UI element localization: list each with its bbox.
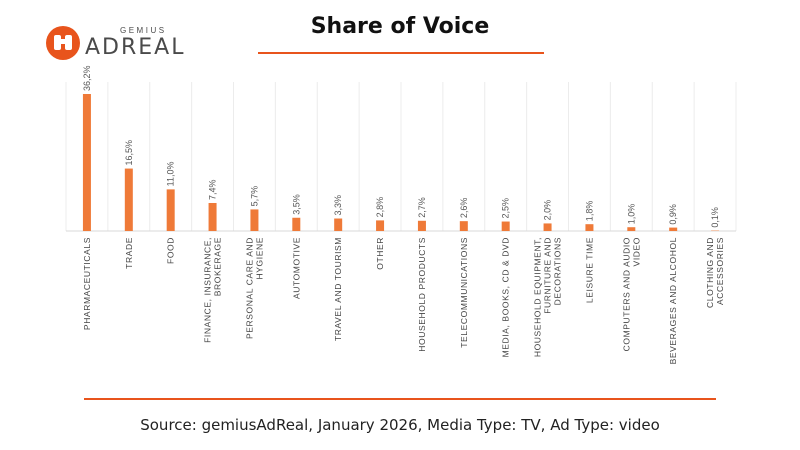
bar-13	[585, 224, 594, 231]
bar-8	[376, 220, 385, 231]
bar-4	[208, 202, 217, 231]
value-label: 0,1%	[710, 207, 720, 228]
bar-1	[82, 94, 91, 231]
category-label: COMPUTERS AND AUDIOVIDEO	[621, 237, 641, 351]
logo-main-text: ADREAL	[85, 35, 186, 60]
value-label: 7,4%	[208, 179, 218, 200]
category-label: PHARMACEUTICALS	[82, 237, 92, 330]
value-label: 0,9%	[668, 204, 678, 225]
value-label: 11,0%	[166, 162, 176, 187]
bar-7	[334, 218, 343, 231]
category-label: FOOD	[166, 237, 176, 264]
bar-10	[459, 221, 468, 231]
value-label: 2,6%	[459, 198, 469, 219]
gemius-adreal-logo: GEMIUS ADREAL	[46, 26, 186, 62]
bar-11	[501, 221, 510, 231]
bar-6	[292, 217, 301, 231]
bar-14	[627, 227, 636, 231]
category-label: HOUSEHOLD EQUIPMENT,FURNITURE ANDDECORAT…	[533, 237, 563, 357]
category-label: AUTOMOTIVE	[291, 237, 301, 299]
page-title: Share of Voice	[310, 14, 490, 39]
bar-12	[543, 223, 552, 231]
value-label: 2,5%	[501, 198, 511, 219]
value-label: 1,0%	[626, 204, 636, 225]
value-label: 2,0%	[543, 200, 553, 221]
source-note: Source: gemiusAdReal, January 2026, Medi…	[140, 416, 660, 434]
category-label: HOUSEHOLD PRODUCTS	[417, 237, 427, 352]
value-label: 2,8%	[375, 197, 385, 218]
value-label: 16,5%	[124, 140, 134, 166]
bar-5	[250, 209, 259, 231]
value-label: 2,7%	[417, 197, 427, 218]
footer-rule	[84, 398, 716, 400]
title-underline	[258, 52, 544, 54]
value-label: 3,3%	[333, 195, 343, 216]
bar-9	[417, 220, 426, 231]
category-label: MEDIA, BOOKS, CD & DVD	[501, 237, 511, 357]
category-label: TRAVEL AND TOURISM	[333, 237, 343, 341]
logo-top-text: GEMIUS	[120, 26, 167, 35]
share-of-voice-chart: 36,2% PHARMACEUTICALS 16,5% TRADE 11,0% FOOD 7…	[65, 65, 737, 364]
bar-3	[166, 189, 175, 231]
category-label: LEISURE TIME	[584, 237, 594, 303]
category-label: CLOTHING ANDACCESSORIES	[705, 237, 725, 308]
bar-2	[124, 168, 133, 231]
bar-15	[669, 227, 678, 231]
binoculars-icon	[46, 26, 80, 60]
category-label: BEVERAGES AND ALCOHOL	[668, 237, 678, 364]
category-label: PERSONAL CARE ANDHYGIENE	[244, 237, 264, 339]
category-label: OTHER	[375, 237, 385, 270]
category-label: TRADE	[124, 237, 134, 269]
value-label: 3,5%	[291, 194, 301, 215]
value-label: 1,8%	[584, 201, 594, 222]
value-label: 5,7%	[249, 186, 259, 207]
category-label: TELECOMMUNICATIONS	[459, 237, 469, 348]
category-label: FINANCE, INSURANCE,BROKERAGE	[203, 237, 223, 343]
value-label: 36,2%	[82, 65, 92, 91]
